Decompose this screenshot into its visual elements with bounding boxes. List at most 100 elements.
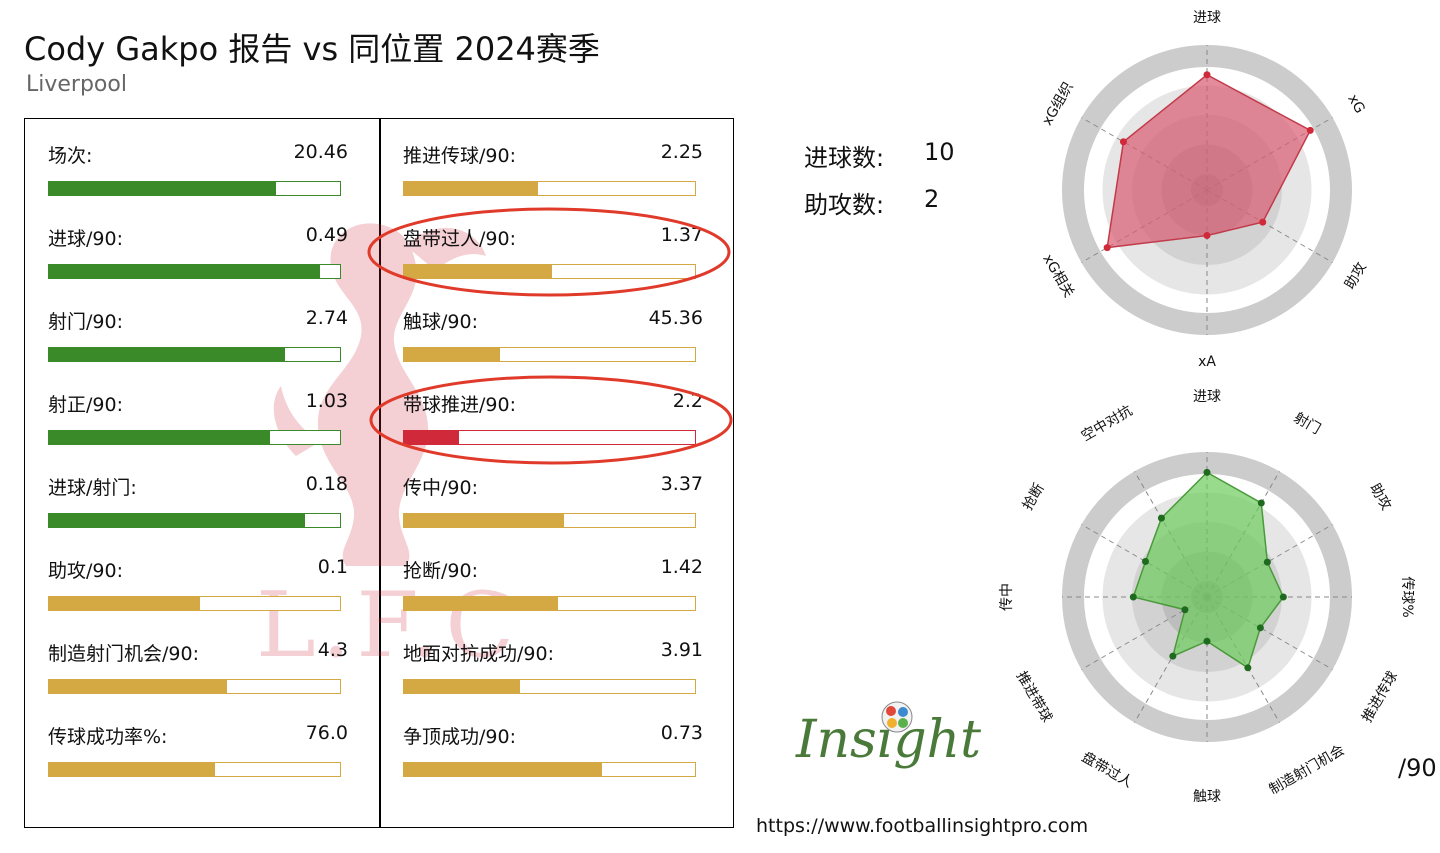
- radar-chart-attack: 进球 xG 助攻 xA xG相关 xG组织: [1039, 10, 1370, 370]
- assists-label: 助攻数:: [804, 191, 885, 219]
- stat-label: 推进传球/90:: [403, 145, 516, 167]
- right-stat-row: 带球推进/90: 2.2: [403, 390, 703, 470]
- stat-value: 4.3: [317, 639, 348, 661]
- stat-value: 1.37: [660, 224, 703, 246]
- radar-axis-label: 空中对抗: [1079, 403, 1135, 445]
- radar-point: [1259, 218, 1267, 226]
- percentile-bar-fill: [49, 265, 320, 278]
- percentile-bar: [48, 430, 341, 445]
- percentile-bar-fill: [49, 431, 271, 444]
- percentile-bar-fill: [404, 431, 460, 444]
- radar-spoke: [1206, 596, 1333, 670]
- radar-axis-label: 进球: [1193, 389, 1221, 405]
- right-stat-row: 地面对抗成功/90: 3.91: [403, 639, 703, 719]
- radar-axis-label: 传中: [999, 583, 1015, 611]
- radar-outer-ring: [1062, 452, 1352, 742]
- radar-axis-label: 触球: [1193, 789, 1221, 805]
- left-stat-row: 场次: 20.46: [48, 141, 348, 221]
- stat-label: 制造射门机会/90:: [48, 643, 199, 665]
- goals-label: 进球数:: [804, 144, 885, 172]
- radar-spoke: [1206, 189, 1333, 263]
- stat-label: 抢断/90:: [403, 560, 478, 582]
- stat-label: 射门/90:: [48, 311, 123, 333]
- radar-axis-label: 抢断: [1019, 480, 1048, 513]
- left-stat-row: 射门/90: 2.74: [48, 307, 348, 387]
- radar-point: [1169, 652, 1177, 660]
- radar-point: [1157, 514, 1165, 522]
- percentile-bar: [403, 679, 696, 694]
- stat-label: 进球/90:: [48, 228, 123, 250]
- percentile-bar: [403, 596, 696, 611]
- percentile-bar: [403, 264, 696, 279]
- percentile-bar: [48, 181, 341, 196]
- assists-value: 2: [924, 185, 940, 213]
- radar-point: [1257, 499, 1265, 507]
- website-url[interactable]: https://www.footballinsightpro.com: [756, 815, 1089, 837]
- radar-point: [1203, 468, 1211, 476]
- stat-value: 45.36: [648, 307, 703, 329]
- radar-point: [1306, 126, 1314, 134]
- right-stat-row: 传中/90: 3.37: [403, 473, 703, 553]
- percentile-bar-fill: [404, 265, 553, 278]
- stat-value: 1.03: [305, 390, 348, 412]
- right-stat-row: 推进传球/90: 2.25: [403, 141, 703, 221]
- percentile-bar: [403, 181, 696, 196]
- radar-axis-label: xA: [1198, 354, 1216, 370]
- percentile-bar: [48, 679, 341, 694]
- radar-point: [1203, 232, 1211, 240]
- right-stat-row: 盘带过人/90: 1.37: [403, 224, 703, 304]
- right-stat-row: 争顶成功/90: 0.73: [403, 722, 703, 802]
- stat-label: 射正/90:: [48, 394, 123, 416]
- percentile-bar: [48, 513, 341, 528]
- percentile-bar-fill: [49, 348, 285, 361]
- radar-axis-label: 助攻: [1342, 260, 1370, 292]
- percentile-bar-fill: [49, 514, 306, 527]
- stat-value: 2.25: [660, 141, 703, 163]
- radar-outer-ring: [1062, 45, 1352, 335]
- stat-value: 76.0: [305, 722, 348, 744]
- percentile-bar: [48, 762, 341, 777]
- soccer-ball-icon: [881, 701, 913, 733]
- right-stat-row: 抢断/90: 1.42: [403, 556, 703, 636]
- percentile-bar-fill: [404, 182, 538, 195]
- radar-point: [1203, 637, 1211, 645]
- percentile-bar-fill: [49, 597, 201, 610]
- left-stat-row: 传球成功率%: 76.0: [48, 722, 348, 802]
- radar-point: [1141, 557, 1149, 565]
- radar-point: [1279, 593, 1287, 601]
- radar-spoke: [1081, 596, 1208, 670]
- radar-point: [1103, 244, 1111, 252]
- radar-axis-label: 推进传球: [1359, 669, 1401, 725]
- radar-axis-label: xG相关: [1039, 252, 1076, 301]
- stat-label: 进球/射门:: [48, 477, 137, 499]
- radar-spoke: [1134, 596, 1208, 723]
- stat-value: 1.42: [660, 556, 703, 578]
- stat-value: 20.46: [293, 141, 348, 163]
- radar-axis-label: xG: [1344, 92, 1367, 117]
- percentile-bar: [403, 430, 696, 445]
- radar-axis-label: 制造射门机会: [1267, 742, 1348, 798]
- radar-point: [1129, 593, 1137, 601]
- stats-table: [24, 118, 734, 828]
- stat-label: 助攻/90:: [48, 560, 123, 582]
- percentile-bar-fill: [404, 348, 501, 361]
- per90-unit-label: /90: [1398, 754, 1437, 782]
- insight-logo: Insight: [796, 700, 1016, 800]
- percentile-bar: [403, 762, 696, 777]
- stat-value: 0.73: [660, 722, 703, 744]
- team-name: Liverpool: [26, 72, 127, 97]
- percentile-bar-fill: [49, 763, 215, 776]
- radar-point: [1203, 71, 1211, 79]
- percentile-bar: [48, 347, 341, 362]
- radar-point: [1244, 664, 1252, 672]
- stat-label: 触球/90:: [403, 311, 478, 333]
- left-stat-row: 射正/90: 1.03: [48, 390, 348, 470]
- stat-label: 传中/90:: [403, 477, 478, 499]
- stat-value: 2.74: [305, 307, 348, 329]
- stat-value: 0.18: [305, 473, 348, 495]
- stat-value: 0.49: [305, 224, 348, 246]
- stat-label: 带球推进/90:: [403, 394, 516, 416]
- left-stat-row: 助攻/90: 0.1: [48, 556, 348, 636]
- stat-label: 争顶成功/90:: [403, 726, 516, 748]
- radar-point: [1256, 624, 1264, 632]
